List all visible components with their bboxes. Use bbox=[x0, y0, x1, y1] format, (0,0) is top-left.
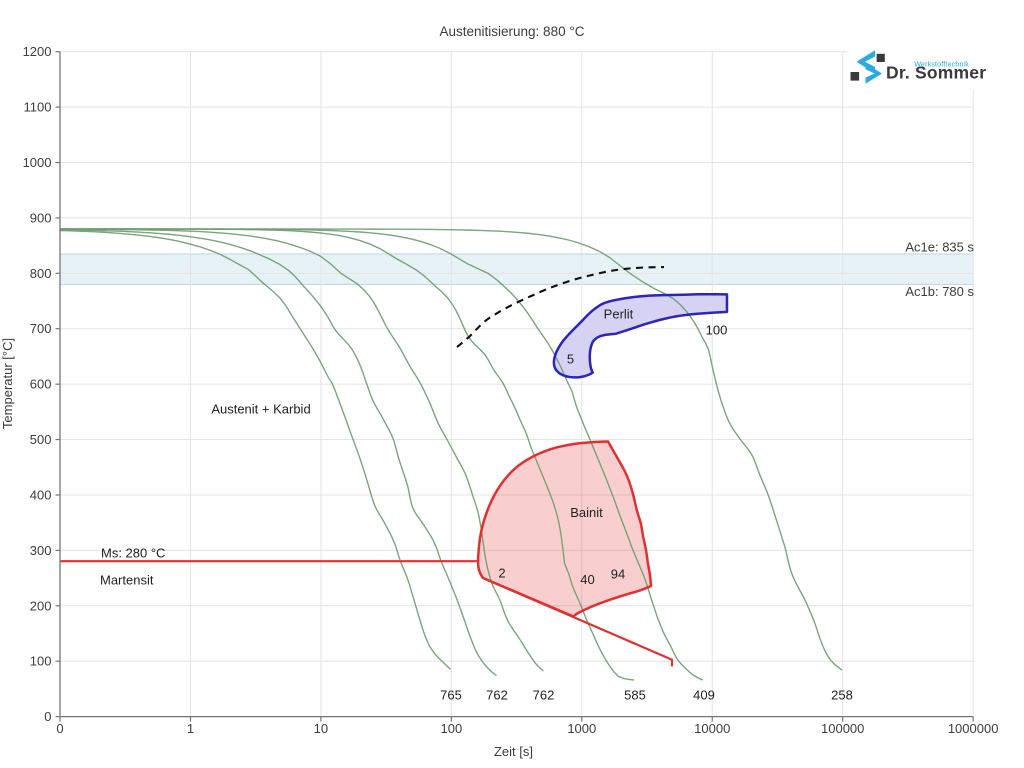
x-tick-label: 100 bbox=[440, 721, 462, 736]
logo-chevron-right-icon bbox=[865, 63, 882, 84]
ms-tail-line bbox=[482, 577, 674, 667]
logo-square-top-icon bbox=[876, 53, 885, 62]
logo-brand-text: Dr. Sommer bbox=[886, 63, 986, 83]
chart-title: Austenitisierung: 880 °C bbox=[440, 24, 585, 39]
martensite-lines bbox=[60, 560, 674, 667]
y-tick-label: 600 bbox=[30, 377, 52, 392]
x-tick-label: 100000 bbox=[821, 721, 864, 736]
ac1b-label: Ac1b: 780 s bbox=[905, 284, 974, 299]
cooling-curve-0-hv765 bbox=[59, 229, 451, 670]
hardness-label: 762 bbox=[533, 687, 555, 702]
y-tick-label: 300 bbox=[30, 543, 52, 558]
grid-lines bbox=[60, 51, 974, 717]
perlit-region-outline bbox=[552, 292, 729, 379]
y-tick-label: 1100 bbox=[24, 100, 52, 115]
hardness-label: 409 bbox=[693, 687, 715, 702]
cooling-curve-1-hv762 bbox=[59, 229, 497, 677]
y-tick-label: 200 bbox=[30, 598, 52, 613]
x-tick-label: 10 bbox=[314, 721, 328, 736]
y-tick-label: 500 bbox=[30, 432, 52, 447]
logo-brand-subtext: Werkstofftechnik bbox=[914, 62, 969, 69]
ac-temperature-band bbox=[60, 253, 974, 286]
x-tick-label: 1000 bbox=[567, 721, 596, 736]
bainit-region-outline bbox=[476, 440, 653, 618]
y-tick-label: 1200 bbox=[23, 44, 52, 59]
hardness-label: 258 bbox=[831, 687, 853, 702]
y-tick-label: 1000 bbox=[23, 155, 52, 170]
austenit-karbid-label: Austenit + Karbid bbox=[211, 401, 310, 416]
dashed-transition-curve bbox=[456, 265, 665, 348]
ac1e-label: Ac1e: 835 s bbox=[905, 239, 974, 254]
y-tick-label: 400 bbox=[30, 487, 52, 502]
bainit-percent-annotation: 40 bbox=[580, 572, 594, 587]
cooling-curves bbox=[59, 228, 843, 681]
martensit-label: Martensit bbox=[100, 573, 154, 588]
bainit-percent-annotation: 2 bbox=[498, 565, 505, 580]
x-tick-label: 1 bbox=[187, 721, 194, 736]
hardness-label: 765 bbox=[440, 687, 462, 702]
x-tick-label: 0 bbox=[56, 721, 63, 736]
perlit-percent-annotation: 5 bbox=[567, 351, 574, 366]
x-tick-label: 1000000 bbox=[948, 721, 999, 736]
region-outlines bbox=[476, 292, 729, 618]
cooling-curve-2-hv762 bbox=[59, 228, 544, 672]
bainit-percent-annotation: 94 bbox=[611, 566, 625, 581]
y-tick-label: 800 bbox=[30, 266, 52, 281]
ac-band-fill bbox=[60, 253, 974, 285]
dashed-curve bbox=[456, 265, 665, 348]
x-tick-label: 10000 bbox=[694, 721, 730, 736]
axes: 0 1 10 100 1000 10000 100000 1000000 0 100 200 300 4… bbox=[0, 44, 998, 759]
cooling-curve-5-hv258 bbox=[60, 228, 843, 671]
chart-labels: Austenitisierung: 880 °C Ac1e: 835 s Ac1b:… bbox=[100, 24, 974, 702]
perlit-percent-annotation: 100 bbox=[706, 323, 728, 338]
ms-label: Ms: 280 °C bbox=[101, 545, 165, 560]
bainit-label: Bainit bbox=[570, 505, 603, 520]
y-tick-label: 100 bbox=[30, 654, 52, 669]
y-tick-label: 900 bbox=[30, 210, 52, 225]
y-tick-label: 0 bbox=[44, 709, 51, 724]
y-tick-label: 700 bbox=[30, 321, 52, 336]
bainit-region-fill bbox=[478, 441, 651, 617]
logo-square-bottom-icon bbox=[850, 72, 860, 81]
x-axis-title: Zeit [s] bbox=[494, 744, 533, 759]
hardness-label: 762 bbox=[486, 687, 508, 702]
y-axis-title: Temperatur [°C] bbox=[0, 338, 15, 429]
perlit-label: Perlit bbox=[604, 307, 634, 322]
hardness-label: 585 bbox=[624, 687, 646, 702]
